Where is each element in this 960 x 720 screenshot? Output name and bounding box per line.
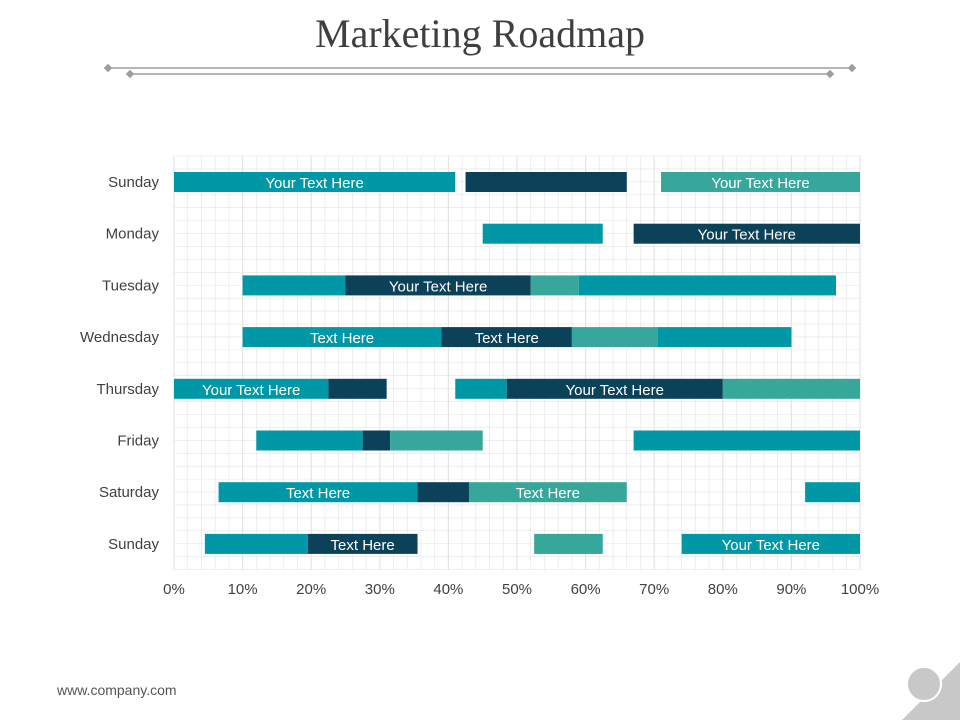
x-tick-label: 80% [708,581,738,598]
roadmap-bar-navy [362,430,391,451]
x-tick-label: 30% [365,581,395,598]
x-tick-label: 20% [296,581,326,598]
ornament-diamond [103,63,113,73]
x-tick-label: 40% [433,581,463,598]
roadmap-bar-green [661,172,860,192]
x-tick-label: 70% [639,581,669,598]
roadmap-bar-teal [256,430,363,451]
corner-circle [906,666,942,702]
day-label: Monday [106,226,160,243]
roadmap-bar-green [468,482,627,503]
bar-label: Text Here [286,485,350,502]
x-tick-label: 100% [841,581,879,598]
roadmap-bar-teal [681,533,860,554]
roadmap-bar-teal [242,327,442,348]
roadmap-bar-teal [657,327,792,348]
bar-label: Your Text Here [265,175,363,192]
day-label: Saturday [99,484,160,501]
chart-grid [173,155,861,570]
x-tick-label: 90% [776,581,806,598]
roadmap-bar-teal [204,533,308,554]
roadmap-bar-navy [506,378,723,399]
roadmap-bar-teal [578,275,836,296]
roadmap-bar-teal [218,482,418,503]
bar-label: Your Text Here [722,537,820,554]
roadmap-bar-teal [174,172,456,192]
x-tick-label: 10% [228,581,258,598]
corner-decoration [902,662,960,720]
day-label: Sunday [108,536,159,553]
x-tick-label: 50% [502,581,532,598]
day-label: Friday [117,433,159,450]
roadmap-bar-navy [465,172,627,192]
bar-label: Your Text Here [711,175,809,192]
bar-label: Text Here [475,330,539,347]
day-label: Tuesday [102,277,159,294]
footer-url: www.company.com [57,682,177,698]
page-title: Marketing Roadmap [315,11,645,56]
roadmap-bar-teal [455,378,507,399]
roadmap-bar-green [530,275,579,296]
day-label: Thursday [96,381,159,398]
bar-label: Your Text Here [389,278,487,295]
chart-labels: Sunday Your Text Here Your Text Here Monday… [80,174,879,598]
roadmap-bar-green [722,378,860,399]
roadmap-bar-teal [805,482,860,503]
bar-label: Text Here [331,537,395,554]
bar-label: Text Here [516,485,580,502]
bar-label: Your Text Here [202,382,300,399]
roadmap-bar-navy [417,482,469,503]
roadmap-bar-teal [242,275,346,296]
title-ornament [103,63,857,79]
roadmap-bar-teal [633,430,860,451]
ornament-diamond [825,69,835,79]
roadmap-bar-navy [328,378,387,399]
roadmap-bar-navy [633,223,860,244]
roadmap-bar-teal [482,223,603,244]
ornament-diamond [125,69,135,79]
roadmap-bar-green [390,430,483,451]
roadmap-bar-teal [174,378,329,399]
bar-label: Text Here [310,330,374,347]
ornament-diamond [847,63,857,73]
chart-bars [174,172,860,554]
roadmap-bar-green [534,533,603,554]
day-label: Sunday [108,174,159,191]
x-tick-label: 0% [163,581,185,598]
day-label: Wednesday [80,329,159,346]
bar-label: Your Text Here [566,382,664,399]
roadmap-bar-navy [441,327,572,348]
roadmap-bar-navy [345,275,531,296]
bar-label: Your Text Here [698,227,796,244]
roadmap-bar-green [571,327,658,348]
x-tick-label: 60% [571,581,601,598]
roadmap-bar-navy [307,533,418,554]
